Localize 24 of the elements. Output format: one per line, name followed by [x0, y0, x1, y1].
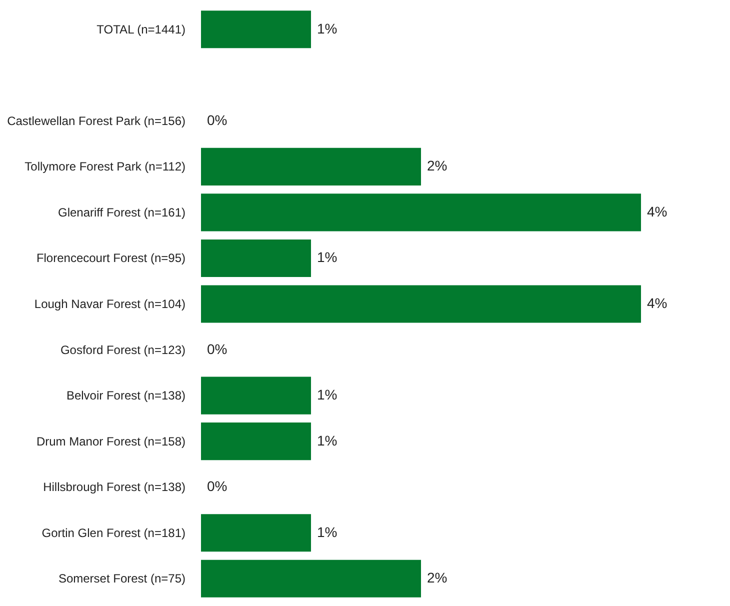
- data-label: 4%: [647, 295, 668, 311]
- data-label: 2%: [427, 158, 448, 174]
- y-tick-label: Florencecourt Forest (n=95): [36, 251, 186, 266]
- data-label: 2%: [427, 570, 448, 586]
- data-label: 4%: [647, 203, 668, 220]
- data-label: 1%: [317, 20, 338, 36]
- y-tick-label: Tollymore Forest Park (n=112): [24, 160, 186, 174]
- y-tick-label: Gosford Forest (n=123): [60, 342, 186, 357]
- data-label: 0%: [207, 112, 228, 128]
- y-tick-label: Castlewellan Forest Park (n=156): [7, 114, 186, 128]
- y-tick-label: Belvoir Forest (n=138): [66, 388, 186, 403]
- y-tick-label: Lough Navar Forest (n=104): [34, 297, 186, 311]
- y-tick-label: Somerset Forest (n=75): [58, 572, 186, 586]
- data-label: 1%: [317, 386, 338, 403]
- data-label: 0%: [207, 478, 228, 494]
- y-tick-label: Hillsbrough Forest (n=138): [43, 480, 186, 494]
- y-tick-label: Drum Manor Forest (n=158): [36, 434, 186, 448]
- data-label: 1%: [317, 432, 338, 448]
- y-tick-label: TOTAL (n=1441): [96, 22, 186, 36]
- data-label: 1%: [317, 249, 338, 266]
- data-label: 1%: [317, 524, 338, 540]
- y-tick-label: Gortin Glen Forest (n=181): [42, 526, 186, 540]
- data-label: 0%: [207, 340, 228, 357]
- y-tick-label: Glenariff Forest (n=161): [58, 205, 186, 220]
